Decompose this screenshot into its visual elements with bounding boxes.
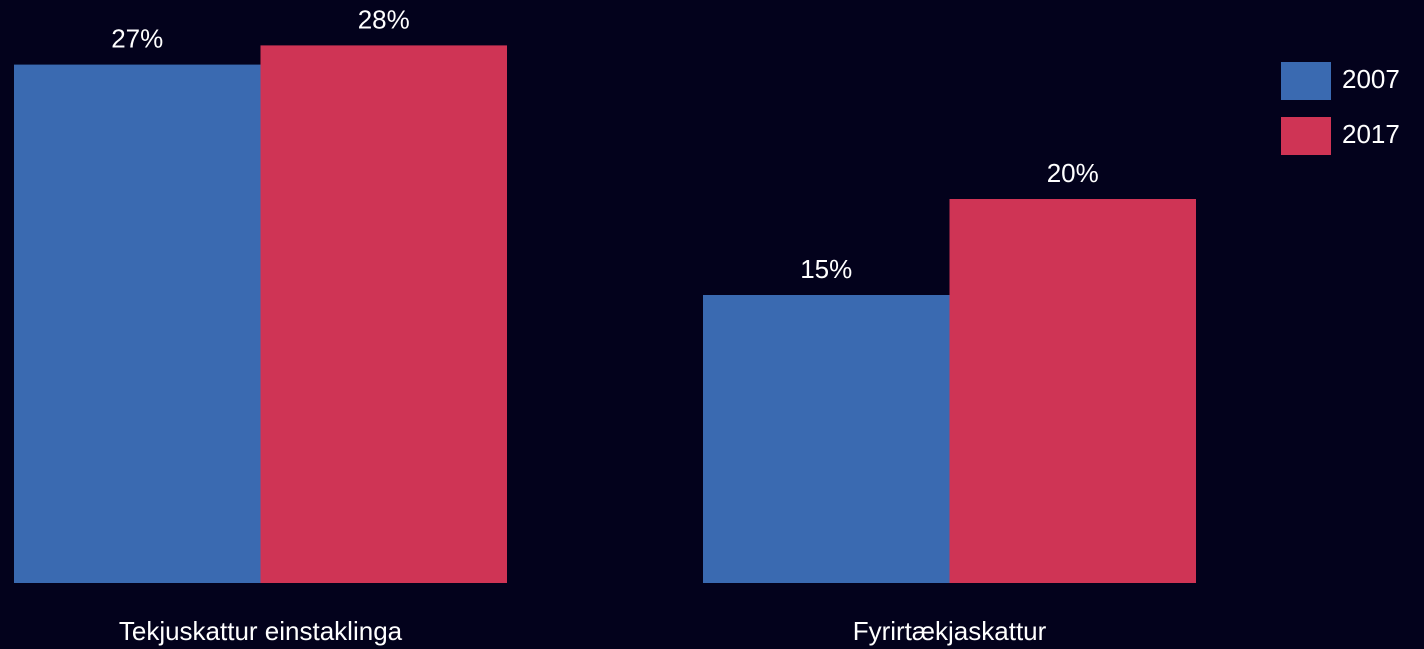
x-tick-label: Fyrirtækjaskattur bbox=[853, 616, 1047, 646]
bar bbox=[949, 199, 1196, 583]
legend-swatch bbox=[1281, 117, 1331, 155]
bar bbox=[14, 64, 261, 584]
legend-label: 2017 bbox=[1342, 119, 1400, 149]
value-label: 28% bbox=[358, 4, 410, 34]
bar bbox=[703, 295, 950, 583]
value-label: 27% bbox=[111, 23, 163, 53]
value-label: 20% bbox=[1047, 158, 1099, 188]
x-tick-label: Tekjuskattur einstaklinga bbox=[119, 616, 403, 646]
value-label: 15% bbox=[800, 254, 852, 284]
legend-swatch bbox=[1281, 62, 1331, 100]
legend-label: 2007 bbox=[1342, 64, 1400, 94]
bar bbox=[260, 45, 507, 583]
